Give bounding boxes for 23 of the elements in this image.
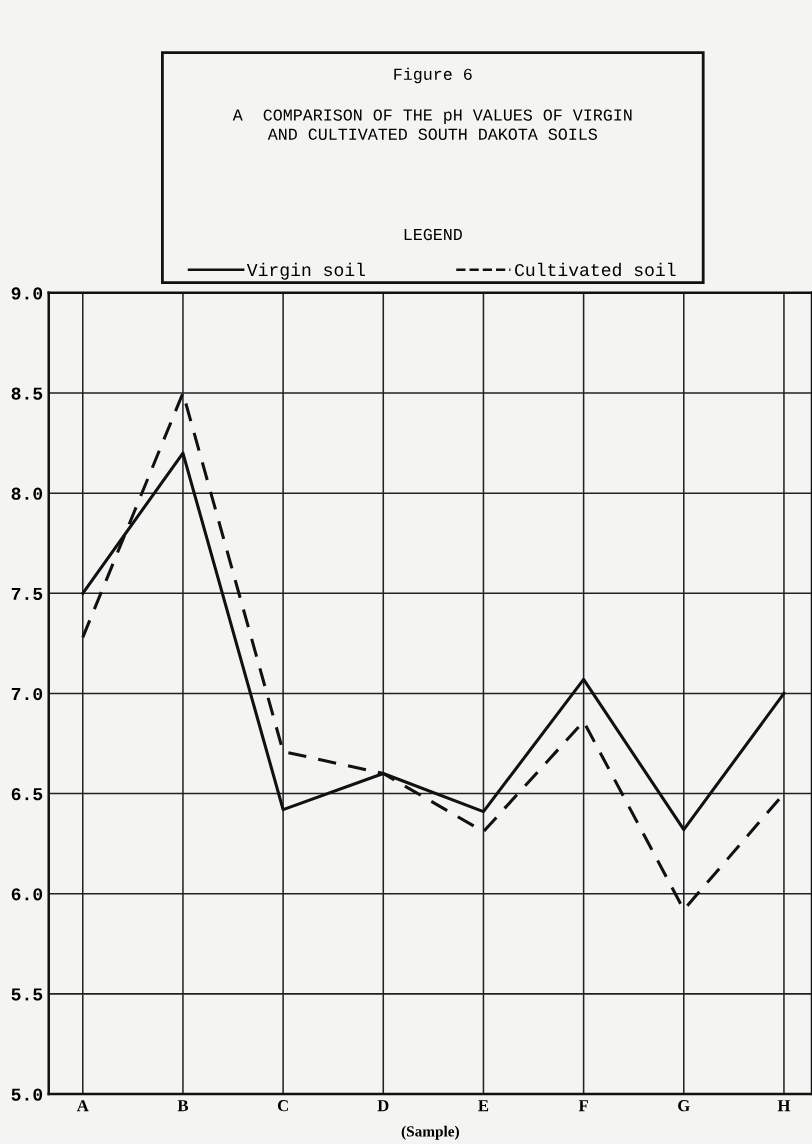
y-tick-label: 7.0 — [11, 687, 43, 701]
x-tick-label: B — [177, 1100, 189, 1112]
legend-label: Cultivated soil — [515, 262, 676, 277]
x-tick-label: C — [277, 1100, 288, 1112]
chart-title: Figure 6 — [394, 67, 472, 84]
y-tick-label: 8.5 — [11, 387, 43, 400]
y-tick-label: 5.0 — [11, 1088, 43, 1101]
y-tick-label: 9.0 — [11, 287, 43, 300]
x-tick-label: A — [76, 1100, 89, 1112]
y-tick-label: 8.0 — [11, 487, 43, 500]
y-tick-label: 6.0 — [11, 888, 43, 901]
chart-subtitle: A COMPARISON OF THE pH VALUES OF VIRGIN AND CULTIVATED SOUTH DAKOTA SOILS — [232, 109, 632, 140]
x-tick-label: F — [578, 1100, 588, 1112]
x-tick-label: G — [678, 1100, 690, 1112]
x-tick-label: D — [377, 1100, 389, 1112]
y-tick-label: 6.5 — [11, 788, 43, 801]
x-tick-label: E — [478, 1100, 489, 1112]
legend-title: LEGEND — [404, 228, 462, 241]
y-tick-label: 5.5 — [11, 988, 43, 1001]
legend-label: Virgin soil — [246, 262, 365, 280]
x-axis-title: (Sample) — [401, 1125, 459, 1140]
x-tick-label: H — [777, 1100, 791, 1112]
y-tick-label: 7.5 — [11, 587, 43, 601]
